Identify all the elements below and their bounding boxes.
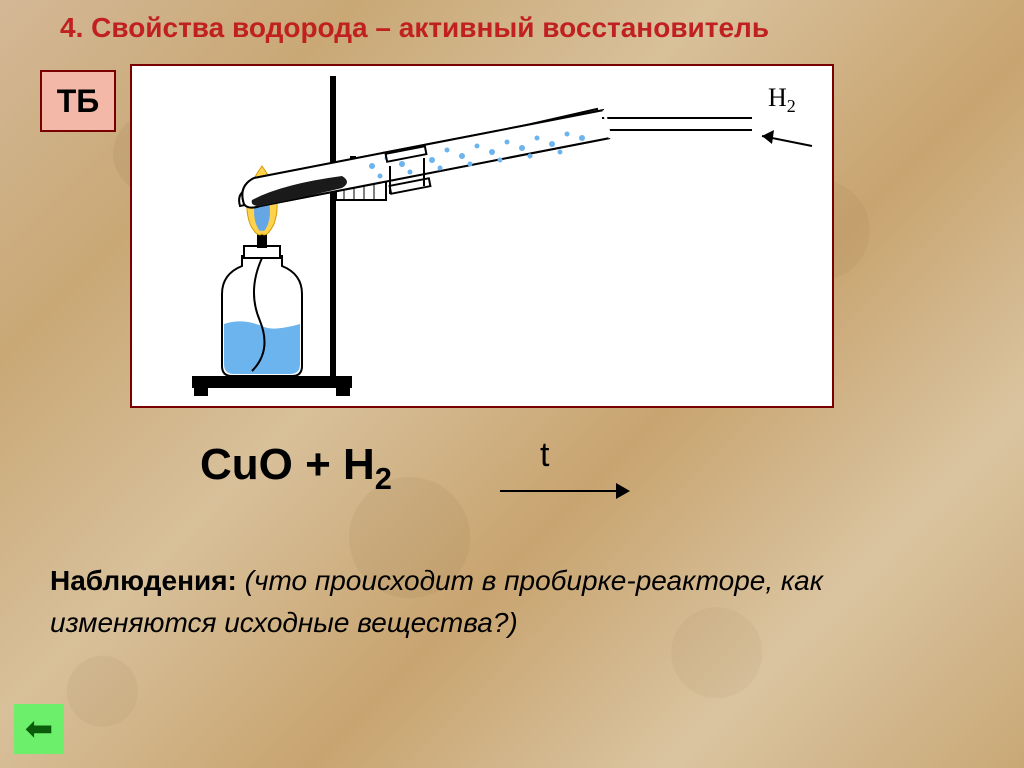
formula-cuo: CuO + H2	[200, 440, 392, 489]
stand-rod	[330, 76, 336, 378]
test-tube	[239, 109, 752, 208]
h2-label: H2	[768, 83, 796, 116]
reaction-formula: CuO + H2	[200, 440, 392, 497]
temperature-label: t	[540, 436, 549, 475]
slide-title: 4. Свойства водорода – активный восстано…	[60, 12, 984, 44]
stand-foot-left	[194, 388, 208, 396]
h2-arrow-head	[762, 130, 774, 144]
t-label: t	[540, 436, 549, 474]
reaction-arrow-head	[616, 483, 630, 499]
arrow-left-icon: ⬅	[25, 709, 54, 749]
observation-label: Наблюдения:	[50, 565, 237, 596]
observation-block: Наблюдения: (что происходит в пробирке-р…	[50, 560, 974, 644]
title-text: 4. Свойства водорода – активный восстано…	[60, 12, 769, 43]
tb-badge: ТБ	[40, 70, 116, 132]
stand-base	[192, 376, 352, 388]
nav-back-button[interactable]: ⬅	[14, 704, 64, 754]
tb-badge-text: ТБ	[57, 83, 100, 120]
experiment-diagram: H2	[130, 64, 834, 408]
stand-foot-right	[336, 388, 350, 396]
reaction-arrow-line	[500, 490, 620, 492]
experiment-svg: H2	[132, 66, 832, 406]
slide: 4. Свойства водорода – активный восстано…	[0, 0, 1024, 768]
